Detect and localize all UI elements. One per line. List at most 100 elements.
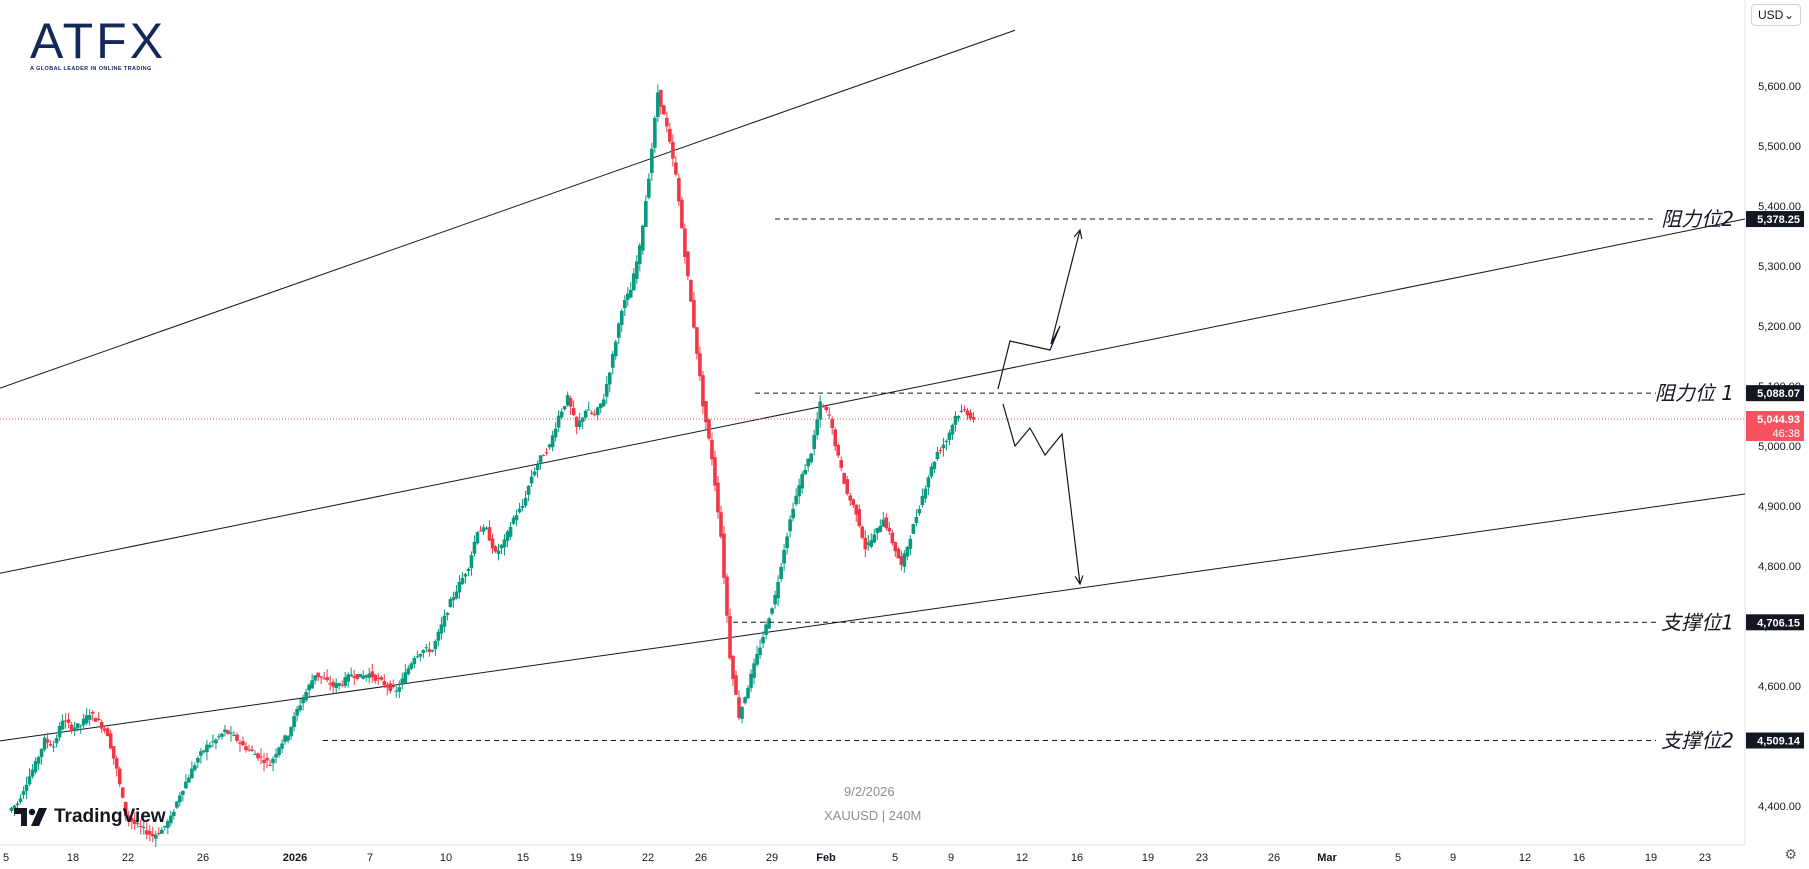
candle-body [178,795,182,803]
candle-body [767,618,771,629]
candle-body [274,754,278,758]
candle-body [818,401,822,420]
candle-body [442,615,447,627]
candle-body [926,477,931,488]
candle-body [731,656,735,679]
candle-body [334,683,338,688]
currency-value: USD [1758,8,1784,22]
candle-body [433,641,438,650]
x-tick-label: 2026 [283,852,307,864]
candle-body [27,776,32,785]
candle-body [460,577,465,585]
candle-body [520,505,525,508]
tradingview-brand[interactable]: TradingView [14,806,166,828]
candle-body [313,675,317,681]
candle-body [370,671,375,678]
candle-body [556,415,561,428]
candle-body [117,768,122,785]
candle-body [214,739,218,744]
candle-body [169,815,173,824]
candle-body [391,686,396,688]
candle-body [331,681,335,687]
candle-body [752,663,756,678]
candle-body [120,787,125,798]
candle-body [692,300,696,328]
candle-body [328,683,332,685]
candle-body [340,684,344,686]
candle-body [349,674,354,677]
candle-body [592,414,597,416]
candle-body [689,280,693,302]
candle-body [454,591,459,599]
candle-body [310,680,314,689]
candle-body [962,409,967,411]
candle-body [475,532,480,544]
x-tick-label: 18 [67,852,79,864]
candle-body [589,412,594,414]
candle-body [12,805,17,809]
candle-body [63,720,68,722]
candle-body [677,178,681,202]
candle-body [908,538,913,549]
current-price-badge [1746,411,1804,442]
candle-body [653,117,657,148]
y-tick-label: 5,500.00 [1758,141,1801,153]
currency-select[interactable]: USD ⌄ [1751,4,1801,26]
candle-body [114,758,119,769]
candle-body [379,677,384,680]
candle-body [415,656,420,658]
candle-body [650,148,654,174]
candle-body [728,615,732,659]
x-tick-label: 23 [1699,852,1711,864]
current-price-text: 5,044.93 [1757,414,1800,426]
candle-body [388,683,393,691]
x-tick-label: 19 [1645,852,1657,864]
candle-body [196,758,200,763]
candle-body [48,744,53,746]
candle-body [172,811,176,817]
candle-body [788,519,792,532]
candle-body [337,683,341,686]
candle-body [99,722,104,729]
candle-body [241,741,245,746]
candle-body [956,416,961,419]
candle-body [138,826,143,828]
gear-icon[interactable]: ⚙ [1784,846,1797,862]
candle-body [229,732,233,734]
candle-body [773,595,777,605]
candle-body [631,273,636,291]
x-tick-label: 9 [1450,852,1456,864]
candle-body [680,199,684,229]
candle-body [412,657,417,665]
candle-body [860,526,865,538]
candle-body [481,527,486,532]
candle-body [547,444,552,448]
candle-body [887,527,892,532]
candle-body [671,142,675,159]
candle-body [758,647,762,656]
candle-body [316,672,320,678]
candle-body [424,647,429,649]
bullish-scenario-arrow [997,229,1081,390]
candle-body [920,495,925,506]
candle-body [782,549,786,564]
candle-body [505,531,510,541]
candle-body [30,769,35,777]
trendline [0,218,1746,574]
candle-body [190,768,194,779]
candle-body [959,410,964,412]
candle-body [719,512,723,537]
candle-body [911,524,916,534]
candle-body [785,536,789,549]
candle-body [352,676,357,678]
candle-body [286,736,290,741]
x-tick-label: 5 [892,852,898,864]
candle-body [749,673,753,688]
candle-body [595,407,600,416]
candle-body [902,553,907,567]
candle-body [532,471,537,476]
candle-body [634,261,639,279]
candle-body [129,817,134,822]
candle-body [448,599,453,608]
